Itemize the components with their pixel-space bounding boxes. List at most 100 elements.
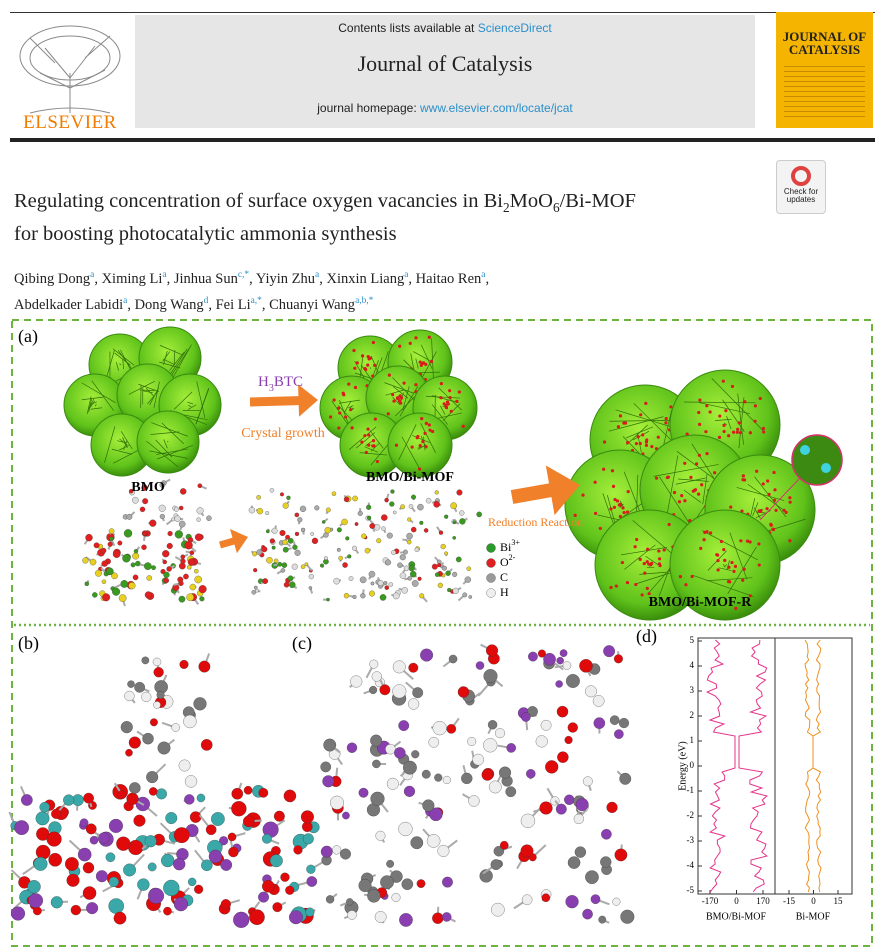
atom xyxy=(593,717,606,729)
atom xyxy=(585,870,599,884)
fiber xyxy=(692,574,754,597)
oxygen-site xyxy=(616,425,620,429)
atom xyxy=(389,501,395,507)
fiber xyxy=(736,487,785,501)
author-name: Haitao Ren xyxy=(415,270,482,287)
atom xyxy=(141,544,147,550)
atom xyxy=(194,884,204,894)
atom xyxy=(282,502,289,509)
atom xyxy=(141,691,152,702)
oxygen-site xyxy=(732,569,736,573)
atom xyxy=(324,526,331,534)
fiber xyxy=(425,395,460,399)
atom xyxy=(93,542,100,549)
oxygen-site xyxy=(455,399,459,403)
fiber xyxy=(120,349,132,371)
atom xyxy=(117,540,123,546)
atom xyxy=(308,573,314,580)
oxygen-site xyxy=(654,476,659,480)
homepage-link[interactable]: www.elsevier.com/locate/jcat xyxy=(420,101,573,115)
atom xyxy=(379,684,391,696)
atom xyxy=(289,581,296,589)
atom xyxy=(459,518,466,525)
oxygen-site xyxy=(666,475,670,479)
atom xyxy=(198,660,211,673)
process-arrow xyxy=(510,465,580,516)
oxygen-site xyxy=(610,469,615,473)
atom xyxy=(220,899,231,910)
oxygen-site xyxy=(721,379,725,383)
panel-label: (b) xyxy=(18,633,39,654)
atom xyxy=(144,562,152,570)
atom xyxy=(137,878,150,891)
oxygen-site xyxy=(766,479,770,483)
material-label: BMO/Bi-MOF-R xyxy=(649,595,753,610)
atom xyxy=(598,915,607,924)
legend-symbol: H xyxy=(500,585,509,599)
oxygen-site xyxy=(448,389,452,393)
atom xyxy=(269,538,275,544)
fiber xyxy=(624,544,656,570)
author: Ximing Lia xyxy=(102,270,171,287)
author-affiliation: a,b,* xyxy=(355,295,374,306)
oxygen-site xyxy=(774,508,778,512)
fiber xyxy=(89,400,96,408)
oxygen-site xyxy=(424,445,428,449)
atom xyxy=(555,680,563,688)
atom xyxy=(609,715,620,725)
atom xyxy=(273,558,279,564)
atom xyxy=(347,554,352,559)
oxygen-site xyxy=(697,422,702,426)
title-text: /Bi-MOF xyxy=(559,190,636,212)
atom xyxy=(358,787,369,798)
oxygen-site xyxy=(753,404,758,408)
atom xyxy=(117,790,127,800)
cover-title: JOURNAL OF CATALYSIS xyxy=(782,29,867,57)
atom xyxy=(343,496,350,503)
atom xyxy=(444,551,448,556)
atom xyxy=(564,794,575,805)
y-tick-label: 4 xyxy=(690,660,695,670)
oxygen-site xyxy=(429,359,434,364)
check-updates-badge[interactable]: Check for updates xyxy=(776,160,826,214)
atom xyxy=(614,729,624,739)
author-affiliation: a,* xyxy=(250,295,262,306)
atom xyxy=(153,701,161,709)
atom xyxy=(108,528,115,534)
atom xyxy=(322,775,335,788)
oxygen-site xyxy=(729,505,733,509)
atom xyxy=(184,794,195,805)
oxygen-site xyxy=(353,385,358,390)
fiber xyxy=(632,430,650,441)
contents-link[interactable]: ScienceDirect xyxy=(477,21,552,35)
y-tick-label: 1 xyxy=(690,735,695,745)
fiber xyxy=(338,399,360,404)
author: Chuanyi Wanga,b,* xyxy=(269,295,374,313)
oxygen-site xyxy=(636,435,640,439)
fiber xyxy=(369,367,372,369)
atom xyxy=(352,495,358,502)
atom xyxy=(495,728,505,739)
atom xyxy=(161,853,175,868)
fiber xyxy=(163,358,175,366)
atom xyxy=(485,644,499,657)
atom xyxy=(545,760,559,774)
atom xyxy=(302,833,314,845)
fiber xyxy=(359,452,388,456)
atom xyxy=(208,849,223,864)
fiber xyxy=(151,422,188,437)
atom xyxy=(432,721,447,736)
fiber xyxy=(150,431,180,435)
oxygen-site xyxy=(667,522,671,527)
atom xyxy=(579,659,593,673)
atom xyxy=(437,582,443,588)
zoom-line xyxy=(759,477,801,521)
fiber xyxy=(339,399,350,427)
atom xyxy=(403,760,417,775)
atom xyxy=(390,489,395,494)
atom xyxy=(135,560,141,567)
oxygen-site xyxy=(722,423,726,427)
atom xyxy=(338,555,343,561)
atom xyxy=(116,836,131,851)
fiber xyxy=(143,390,153,394)
